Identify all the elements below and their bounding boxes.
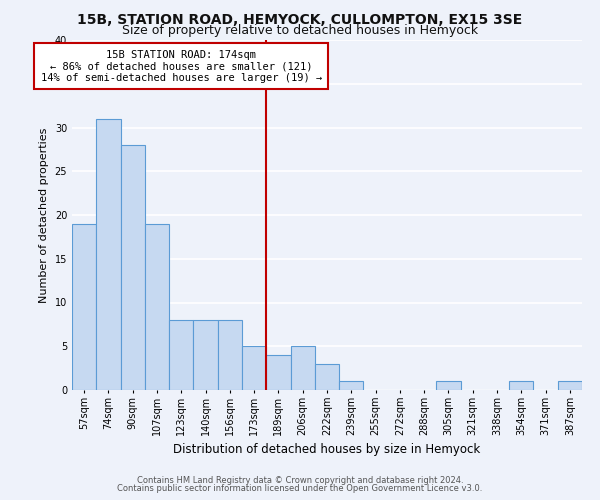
Bar [558, 381, 582, 390]
Bar [72, 224, 96, 390]
Text: 15B STATION ROAD: 174sqm
← 86% of detached houses are smaller (121)
14% of semi-: 15B STATION ROAD: 174sqm ← 86% of detach… [41, 50, 322, 83]
Text: 15B, STATION ROAD, HEMYOCK, CULLOMPTON, EX15 3SE: 15B, STATION ROAD, HEMYOCK, CULLOMPTON, … [77, 12, 523, 26]
Bar [169, 320, 193, 390]
Bar [218, 320, 242, 390]
Bar [121, 145, 145, 390]
Text: Contains public sector information licensed under the Open Government Licence v3: Contains public sector information licen… [118, 484, 482, 493]
Bar [266, 355, 290, 390]
Bar [509, 381, 533, 390]
Bar [193, 320, 218, 390]
Text: Size of property relative to detached houses in Hemyock: Size of property relative to detached ho… [122, 24, 478, 37]
Text: Contains HM Land Registry data © Crown copyright and database right 2024.: Contains HM Land Registry data © Crown c… [137, 476, 463, 485]
X-axis label: Distribution of detached houses by size in Hemyock: Distribution of detached houses by size … [173, 444, 481, 456]
Bar [339, 381, 364, 390]
Bar [145, 224, 169, 390]
Bar [290, 346, 315, 390]
Bar [436, 381, 461, 390]
Bar [242, 346, 266, 390]
Bar [96, 118, 121, 390]
Bar [315, 364, 339, 390]
Y-axis label: Number of detached properties: Number of detached properties [39, 128, 49, 302]
